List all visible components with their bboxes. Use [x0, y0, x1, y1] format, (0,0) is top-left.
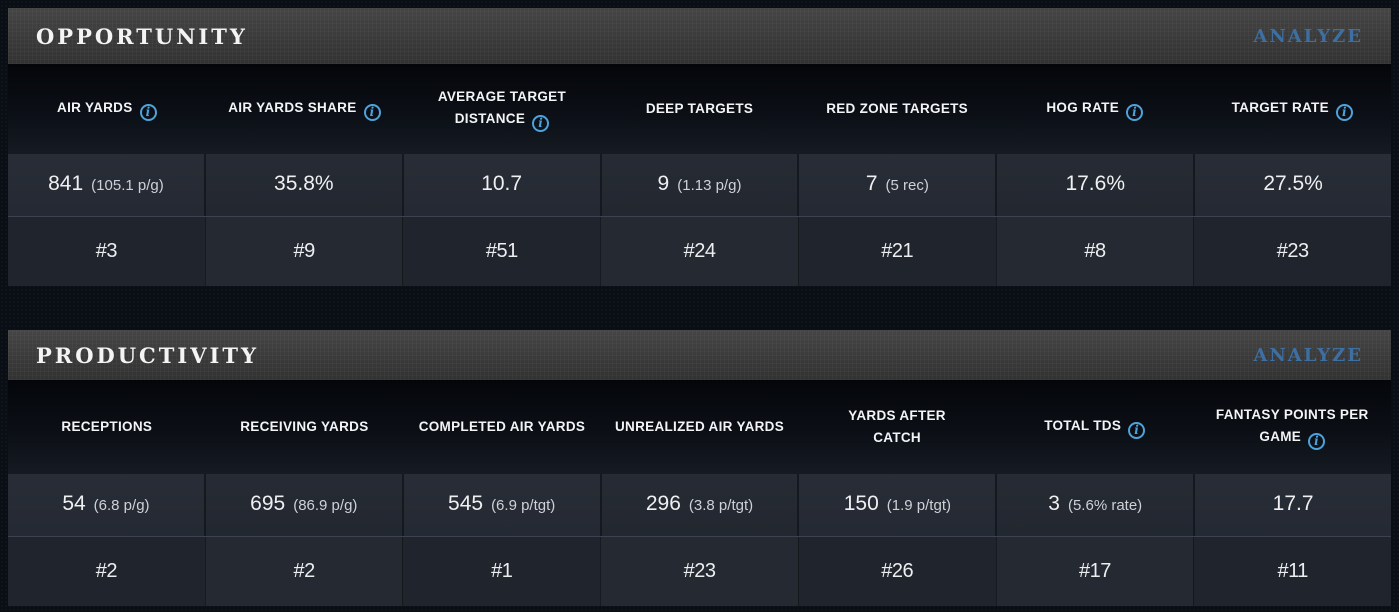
- stat-header-row: RECEPTIONS RECEIVING YARDS COMPLETED AIR…: [8, 380, 1391, 474]
- analyze-link[interactable]: ANALYZE: [1253, 25, 1363, 47]
- stat-rank-cell: #1: [402, 537, 601, 606]
- stat-value-cell: 3 (5.6% rate): [995, 474, 1194, 536]
- stat-value-cell: 7 (5 rec): [797, 154, 996, 216]
- stat-rank-cell: #8: [995, 217, 1194, 286]
- stat-header-air-yards-share: AIR YARDS SHARE: [206, 64, 404, 154]
- stat-value-cell: 10.7: [401, 154, 600, 216]
- stat-header-label: UNREALIZED AIR YARDS: [615, 418, 785, 434]
- stat-header-label: TOTAL TDS: [1044, 418, 1122, 434]
- stat-rank-cell: #2: [204, 537, 403, 606]
- info-icon[interactable]: [363, 103, 381, 121]
- panel-title: OPPORTUNITY: [36, 23, 248, 49]
- stat-header-total-tds: TOTAL TDS: [996, 380, 1194, 474]
- info-icon[interactable]: [1128, 421, 1146, 439]
- stat-header-deep-targets: DEEP TARGETS: [601, 64, 799, 154]
- stat-value-cell: 54 (6.8 p/g): [8, 474, 204, 536]
- stat-rank-cell: #2: [8, 537, 205, 606]
- stat-rank-cell: #26: [797, 537, 996, 606]
- stat-rank-cell: #23: [1193, 217, 1392, 286]
- stat-header-target-rate: TARGET RATE: [1193, 64, 1391, 154]
- stat-header-label: YARDS AFTER CATCH: [848, 407, 946, 445]
- info-icon[interactable]: [1308, 432, 1326, 450]
- stat-header-label: DEEP TARGETS: [645, 100, 754, 116]
- info-icon[interactable]: [1126, 103, 1143, 121]
- stat-value-cell: 150 (1.9 p/tgt): [797, 474, 996, 536]
- stat-rank-row: #3 #9 #51 #24 #21 #8 #23: [8, 216, 1392, 286]
- stat-rank-cell: #23: [600, 537, 798, 606]
- stat-value-cell: 841 (105.1 p/g): [8, 154, 204, 216]
- stat-rank-cell: #24: [600, 217, 798, 286]
- info-icon[interactable]: [1335, 103, 1353, 121]
- stat-header-label: AIR YARDS SHARE: [228, 100, 357, 116]
- productivity-title-bar: PRODUCTIVITY ANALYZE: [8, 330, 1391, 380]
- stat-header-average-target-distance: AVERAGE TARGET DISTANCE: [403, 64, 601, 154]
- stat-value-row: 841 (105.1 p/g) 35.8% 10.7 9 (1.13 p/g) 7(…: [8, 154, 1392, 216]
- stat-header-receiving-yards: RECEIVING YARDS: [206, 380, 404, 474]
- stat-rank-cell: #21: [797, 217, 996, 286]
- stat-value-cell: 9 (1.13 p/g): [599, 154, 798, 216]
- stat-value-cell: 17.7: [1193, 474, 1392, 536]
- productivity-panel: PRODUCTIVITY ANALYZE RECEPTIONS RECEIVIN…: [8, 330, 1392, 606]
- stat-value-cell: 545 (6.9 p/tgt): [401, 474, 600, 536]
- stat-header-label: TARGET RATE: [1231, 100, 1329, 116]
- stat-value-row: 54 (6.8 p/g) 695 (86.9 p/g) 545 (6.9 p/tgt)…: [8, 474, 1392, 536]
- stat-header-label: FANTASY POINTS PER GAME: [1215, 407, 1369, 445]
- opportunity-panel: OPPORTUNITY ANALYZE AIR YARDS AIR YARDS …: [8, 8, 1392, 286]
- stat-header-label: RED ZONE TARGETS: [826, 100, 968, 116]
- stat-header-label: HOG RATE: [1046, 100, 1119, 116]
- panel-title: PRODUCTIVITY: [36, 342, 259, 368]
- stat-value-cell: 695 (86.9 p/g): [203, 474, 402, 536]
- stat-value-cell: 296 (3.8 p/tgt): [599, 474, 798, 536]
- stat-header-hog-rate: HOG RATE: [996, 64, 1194, 154]
- stat-rank-cell: #3: [8, 217, 205, 286]
- stat-value-cell: 17.6%: [995, 154, 1194, 216]
- stat-header-red-zone-targets: RED ZONE TARGETS: [798, 64, 996, 154]
- stat-header-label: AVERAGE TARGET DISTANCE: [437, 89, 567, 127]
- info-icon[interactable]: [139, 103, 157, 121]
- analyze-link[interactable]: ANALYZE: [1253, 344, 1363, 366]
- opportunity-title-bar: OPPORTUNITY ANALYZE: [8, 8, 1391, 64]
- stat-rank-row: #2 #2 #1 #23 #26 #17 #11: [8, 536, 1392, 606]
- stat-header-row: AIR YARDS AIR YARDS SHARE AVERAGE TARGET…: [8, 64, 1391, 154]
- stat-header-receptions: RECEPTIONS: [8, 380, 206, 474]
- stat-header-air-yards: AIR YARDS: [8, 64, 206, 154]
- stat-rank-cell: #9: [204, 217, 403, 286]
- stat-value-cell: 27.5%: [1193, 154, 1392, 216]
- stat-value-cell: 35.8%: [203, 154, 402, 216]
- stat-rank-cell: #17: [995, 537, 1194, 606]
- stat-header-label: RECEPTIONS: [61, 418, 153, 434]
- stat-header-label: AIR YARDS: [57, 100, 133, 116]
- stat-header-unrealized-air-yards: UNREALIZED AIR YARDS: [601, 380, 799, 474]
- stat-rank-cell: #11: [1193, 537, 1392, 606]
- stat-header-label: COMPLETED AIR YARDS: [418, 418, 586, 434]
- stat-header-completed-air-yards: COMPLETED AIR YARDS: [403, 380, 601, 474]
- info-icon[interactable]: [532, 114, 550, 132]
- stat-header-label: RECEIVING YARDS: [240, 418, 369, 434]
- stat-header-yards-after-catch: YARDS AFTER CATCH: [798, 380, 996, 474]
- stat-rank-cell: #51: [402, 217, 601, 286]
- stat-header-fantasy-points-per-game: FANTASY POINTS PER GAME: [1193, 380, 1391, 474]
